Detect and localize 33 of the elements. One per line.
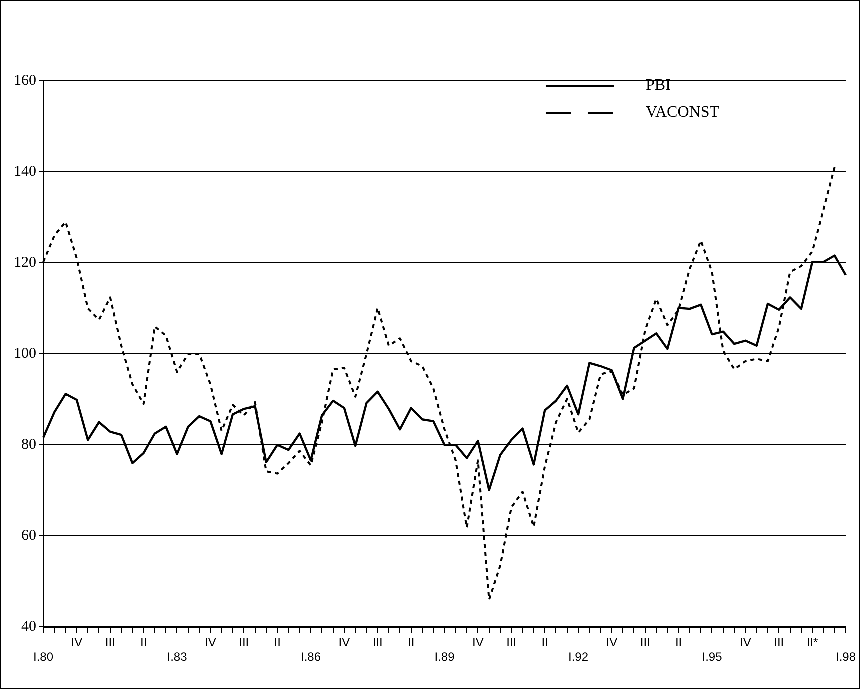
x-tick-label: III [774, 636, 784, 650]
x-tick-label: II [274, 636, 281, 650]
x-tick-label: I.98 [836, 650, 856, 664]
x-tick-label: II [675, 636, 682, 650]
x-tick-label: III [239, 636, 250, 650]
y-tick-label: 140 [14, 164, 36, 180]
x-tick-label: III [506, 636, 517, 650]
x-tick-label: I.86 [300, 650, 322, 664]
x-tick-label: II [408, 636, 415, 650]
x-tick-label: IV [71, 636, 83, 650]
x-tick-label: III [640, 636, 650, 650]
x-tick-label: IV [606, 636, 618, 650]
y-tick-label: 80 [22, 437, 36, 454]
x-tick-label: IV [205, 636, 216, 650]
x-tick-label: II* [806, 636, 819, 650]
x-tick-label: IV [740, 636, 752, 650]
y-tick-label: 120 [14, 255, 36, 272]
y-tick-label: 160 [14, 72, 36, 89]
legend-label: VACONST [646, 104, 720, 122]
x-tick-label: I.89 [434, 650, 456, 664]
x-tick-label: IV [338, 636, 350, 650]
x-tick-label: I.95 [702, 650, 723, 664]
x-tick-label: III [105, 636, 116, 650]
y-tick-label: 60 [22, 528, 36, 544]
x-tick-label: III [372, 636, 383, 650]
x-tick-label: I.83 [167, 650, 188, 664]
x-tick-label: II [140, 636, 148, 650]
x-tick-label: I.92 [568, 650, 589, 664]
y-tick-label: 40 [22, 619, 36, 636]
x-tick-label: I.80 [33, 650, 54, 664]
y-tick-label: 100 [14, 346, 36, 362]
x-tick-label: IV [472, 636, 484, 650]
x-tick-label: II [542, 636, 548, 650]
